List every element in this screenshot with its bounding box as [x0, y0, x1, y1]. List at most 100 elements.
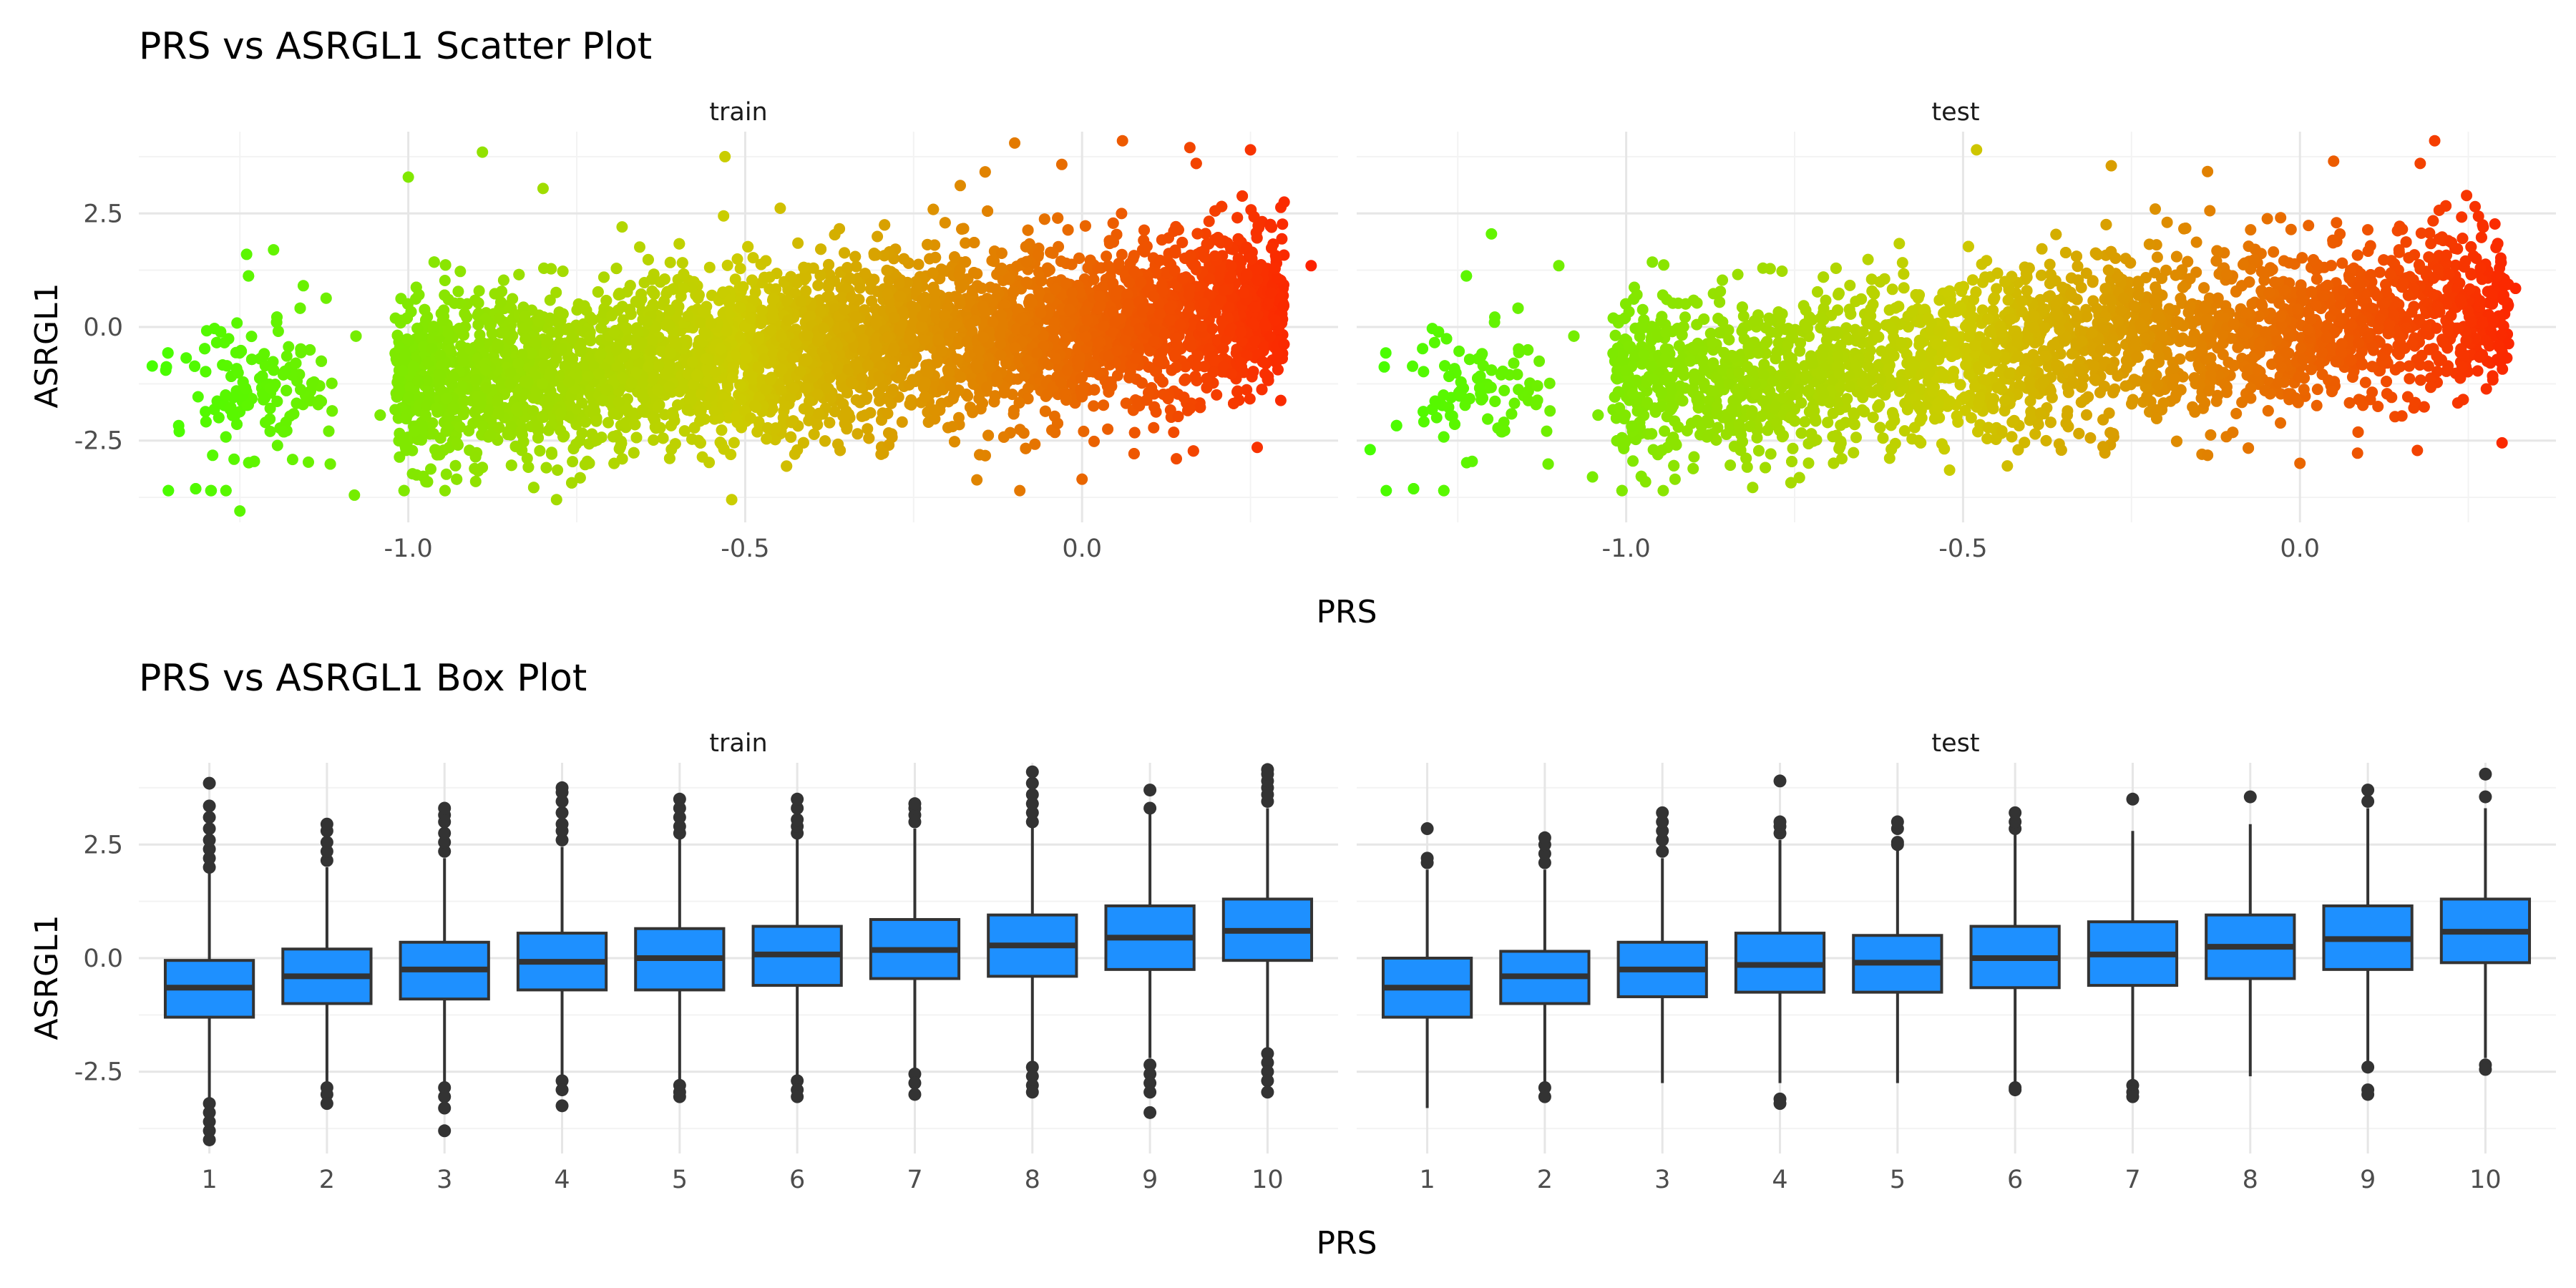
scatter-point: [751, 426, 763, 438]
scatter-point: [550, 286, 562, 298]
scatter-point: [264, 425, 276, 437]
scatter-point: [634, 241, 645, 253]
scatter-point: [883, 427, 894, 439]
scatter-point: [728, 436, 740, 449]
scatter-point: [1190, 359, 1202, 371]
scatter-point: [839, 247, 851, 259]
scatter-point: [1266, 242, 1277, 254]
scatter-point: [320, 292, 332, 304]
scatter-point: [1241, 384, 1253, 396]
scatter-point: [231, 317, 243, 329]
scatter-point: [473, 285, 485, 297]
scatter-point: [786, 416, 798, 429]
plot-marks: [146, 135, 2532, 1146]
scatter-point: [1098, 399, 1110, 411]
scatter-point: [297, 280, 309, 292]
scatter-point: [912, 258, 924, 270]
scatter-point: [879, 219, 891, 231]
scatter-point: [1194, 401, 1206, 414]
scatter-point: [294, 302, 306, 314]
scatter-point: [1274, 394, 1287, 406]
scatter-point: [534, 445, 546, 457]
scatter-point: [324, 458, 336, 470]
scatter-point: [1020, 276, 1033, 288]
scatter-point: [1116, 208, 1128, 220]
scatter-point: [1244, 393, 1256, 405]
scatter-point: [1276, 233, 1288, 245]
scatter-point: [1020, 442, 1032, 454]
scatter-point: [221, 360, 233, 372]
scatter-point: [625, 308, 637, 321]
scatter-point: [452, 286, 464, 298]
scatter-point: [449, 459, 462, 472]
scatter-point: [774, 203, 786, 214]
scatter-point: [264, 413, 276, 425]
scatter-point: [1116, 248, 1128, 260]
scatter-point: [192, 391, 204, 403]
scatter-point: [544, 294, 556, 306]
scatter-point: [664, 256, 676, 268]
scatter-point: [785, 431, 797, 443]
scatter-point: [272, 326, 284, 337]
scatter-point: [862, 423, 874, 435]
scatter-point: [654, 421, 666, 434]
scatter-point: [955, 180, 966, 192]
scatter-point: [1088, 435, 1100, 447]
scatter-point: [440, 468, 452, 480]
scatter-point: [1211, 389, 1223, 401]
scatter-point: [962, 390, 974, 402]
scatter-point: [797, 436, 809, 449]
scatter-point: [971, 474, 983, 486]
scatter-point: [283, 341, 295, 353]
scatter-point: [1232, 233, 1244, 245]
scatter-point: [1128, 250, 1140, 262]
scatter-point: [1199, 251, 1211, 263]
scatter-point: [731, 253, 743, 265]
scatter-point: [574, 472, 586, 484]
scatter-point: [1156, 376, 1169, 388]
scatter-point: [841, 262, 854, 273]
scatter-point: [1029, 438, 1041, 450]
scatter-point: [1148, 421, 1160, 434]
scatter-point: [472, 297, 484, 309]
scatter-point: [507, 293, 519, 305]
scatter-point: [829, 406, 841, 418]
scatter-point: [703, 261, 716, 273]
scatter-point: [1203, 215, 1215, 228]
scatter-point: [220, 431, 232, 443]
scatter-point: [872, 230, 884, 243]
scatter-point: [852, 428, 864, 440]
scatter-point: [552, 464, 564, 476]
scatter-point: [742, 240, 754, 253]
scatter-point: [812, 279, 824, 291]
scatter-point: [1014, 484, 1026, 497]
scatter-point: [576, 427, 588, 439]
scatter-point: [1014, 424, 1026, 436]
scatter-point: [427, 428, 439, 440]
scatter-point: [947, 421, 959, 433]
scatter-point: [474, 329, 486, 341]
scatter-point: [245, 331, 258, 343]
scatter-point: [678, 268, 690, 280]
scatter-point: [975, 282, 987, 294]
scatter-point: [949, 251, 960, 263]
scatter-point: [967, 284, 979, 296]
scatter-point: [960, 237, 972, 249]
scatter-point: [610, 263, 623, 275]
scatter-point: [454, 265, 467, 278]
scatter-point: [243, 270, 255, 282]
scatter-point: [567, 456, 579, 468]
scatter-point: [1168, 426, 1180, 439]
scatter-point: [1253, 222, 1265, 234]
scatter-point: [839, 418, 851, 429]
scatter-point: [849, 250, 862, 263]
scatter-point: [374, 409, 386, 421]
scatter-point: [391, 391, 403, 403]
scatter-point: [271, 439, 283, 452]
scatter-point: [1102, 423, 1114, 435]
scatter-point: [1101, 250, 1113, 263]
scatter-point: [264, 402, 276, 414]
scatter-point: [1128, 426, 1141, 439]
scatter-point: [1251, 232, 1263, 244]
